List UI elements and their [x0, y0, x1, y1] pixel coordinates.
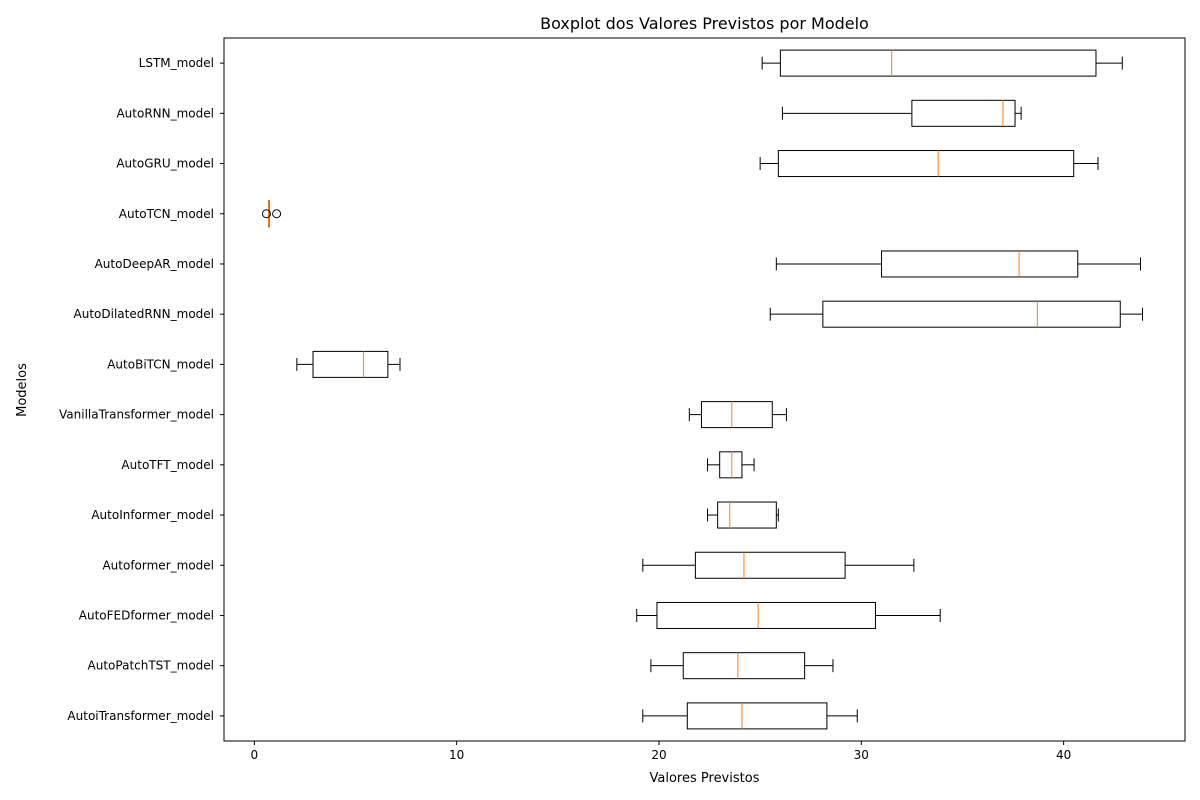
box	[686, 702, 828, 730]
x-tick-label: 20	[651, 748, 666, 762]
outlier-point	[261, 209, 271, 219]
y-tick-label: AutoGRU_model	[116, 157, 214, 171]
box	[777, 150, 1075, 178]
y-tick-label: LSTM_model	[139, 56, 214, 70]
y-axis-label: Modelos	[15, 363, 30, 417]
y-tick-label: VanillaTransformer_model	[59, 408, 214, 422]
box	[717, 501, 777, 529]
y-tick-label: AutoFEDformer_model	[79, 608, 214, 622]
axes-frame	[223, 37, 1186, 742]
box	[656, 601, 876, 629]
box	[682, 652, 806, 680]
y-tick-label: AutoTFT_model	[121, 458, 214, 472]
box	[881, 250, 1079, 278]
box	[700, 401, 773, 429]
y-tick-label: AutoBiTCN_model	[107, 357, 214, 371]
chart-title: Boxplot dos Valores Previstos por Modelo	[540, 14, 869, 33]
box	[911, 99, 1016, 127]
outlier-point	[272, 209, 282, 219]
x-tick-label: 30	[854, 748, 869, 762]
x-tick-label: 40	[1056, 748, 1071, 762]
box	[822, 300, 1121, 328]
x-axis-label: Valores Previstos	[650, 771, 760, 786]
y-tick-label: AutoTCN_model	[119, 207, 214, 221]
plot-area: 0 10 20 30 40 LSTM_model AutoRNN_model AutoGRU_…	[59, 37, 1186, 762]
x-tick-label: 10	[449, 748, 464, 762]
y-tick-label: AutoDeepAR_model	[95, 257, 214, 271]
y-tick-label: AutoPatchTST_model	[88, 659, 214, 673]
y-tick-label: AutoDilatedRNN_model	[74, 307, 214, 321]
y-tick-label: AutoRNN_model	[116, 106, 214, 120]
y-tick-label: AutoInformer_model	[91, 508, 214, 522]
box	[719, 451, 743, 479]
y-tick-label: AutoiTransformer_model	[67, 709, 214, 723]
x-tick-label: 0	[251, 748, 259, 762]
y-tick-label: Autoformer_model	[102, 558, 214, 572]
box	[312, 350, 389, 378]
box	[779, 49, 1097, 77]
box	[694, 551, 846, 579]
